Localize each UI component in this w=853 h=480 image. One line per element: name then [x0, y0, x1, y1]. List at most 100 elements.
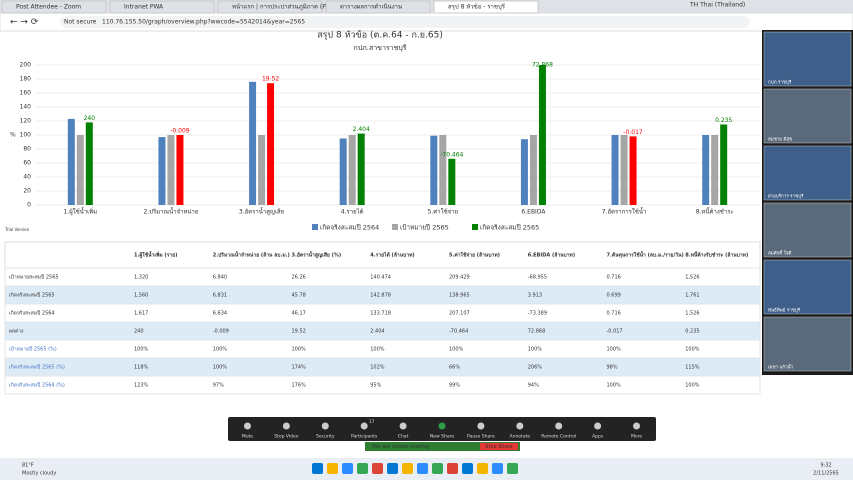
tab-title[interactable]: ตารางผลการดำเนินงาน	[340, 4, 402, 11]
table-cell: 142.878	[370, 293, 391, 299]
url-field[interactable]	[60, 16, 750, 28]
taskbar-icon[interactable]	[312, 463, 323, 474]
toolbar-label[interactable]: Chat	[398, 434, 409, 440]
tab-title[interactable]: Post Attendee - Zoom	[16, 4, 81, 11]
table-cell: ผลต่าง	[9, 329, 24, 335]
table-header: 7.ต้นทุนการใช้น้ำ (ลบ.ม./ราย/วัน)	[607, 250, 684, 259]
toolbar-icon[interactable]	[438, 422, 446, 430]
toolbar-label[interactable]: Participants	[351, 434, 378, 440]
toolbar-label[interactable]: Mute	[242, 434, 253, 440]
taskbar-icon[interactable]	[507, 463, 518, 474]
toolbar-label[interactable]: Remote Control	[541, 434, 576, 440]
language: TH Thai (Thailand)	[689, 2, 745, 9]
taskbar-icon[interactable]	[477, 463, 488, 474]
table-cell: 100%	[370, 347, 385, 353]
table-cell: เกิดจริงสะสมปี 2565 (%)	[9, 364, 65, 371]
chart-subtitle: กปภ.สาขาราชบุรี	[353, 44, 406, 52]
tab[interactable]	[433, 0, 539, 14]
taskbar-icon[interactable]	[402, 463, 413, 474]
bar-annotation: 72.868	[532, 62, 553, 69]
y-tick-label: 40	[23, 174, 31, 181]
taskbar-icon[interactable]	[387, 463, 398, 474]
x-tick-label: 5.ค่าใช้จ่าย	[428, 208, 459, 216]
table-cell: 115%	[685, 365, 700, 371]
toolbar-icon[interactable]	[399, 422, 407, 430]
taskbar-icon[interactable]	[432, 463, 443, 474]
toolbar-icon[interactable]	[477, 422, 485, 430]
y-tick-label: 140	[20, 104, 32, 111]
tab[interactable]	[325, 0, 431, 14]
bar-annotation: -0.017	[623, 129, 643, 136]
toolbar-label[interactable]: Annotate	[510, 434, 531, 440]
video-tile	[763, 202, 852, 258]
taskbar-icon[interactable]	[327, 463, 338, 474]
taskbar-icon[interactable]	[417, 463, 428, 474]
bar	[629, 136, 637, 205]
y-tick-label: 200	[20, 62, 32, 69]
bar	[67, 118, 75, 205]
share-banner	[365, 442, 520, 451]
bar-annotation: 19.52	[262, 76, 279, 83]
table-cell: 97%	[213, 383, 224, 389]
bar	[520, 139, 528, 205]
table-cell: 19.52	[292, 329, 306, 335]
nav-buttons[interactable]: ← → ⟳	[10, 18, 39, 28]
legend-swatch	[392, 224, 398, 230]
table-cell: 100%	[213, 347, 228, 353]
toolbar-icon[interactable]	[555, 422, 563, 430]
toolbar-icon[interactable]	[594, 422, 602, 430]
table-row	[4, 375, 761, 395]
table-cell: 0.235	[685, 329, 699, 335]
bar	[348, 135, 356, 205]
toolbar-label[interactable]: Security	[316, 434, 335, 440]
table-cell: 6.831	[213, 293, 227, 299]
participant-name: พันธ์ทิพย์ ราชบุรี	[768, 307, 801, 314]
tab[interactable]	[217, 0, 323, 14]
tab[interactable]	[109, 0, 215, 14]
bar-annotation: 2.404	[353, 126, 370, 133]
table-cell: 133.718	[370, 311, 391, 317]
table-header: 3.อัตราน้ำสูญเสีย (%)	[292, 250, 342, 260]
y-tick-label: 180	[20, 76, 32, 83]
table-cell: 66%	[449, 365, 460, 371]
tab-title[interactable]: หน้าแรก | การประปาส่วนภูมิภาค (Pro...	[232, 4, 337, 11]
toolbar-label[interactable]: More	[631, 434, 642, 440]
toolbar-icon[interactable]	[360, 422, 368, 430]
toolbar-icon[interactable]	[633, 422, 641, 430]
taskbar-icon[interactable]	[372, 463, 383, 474]
toolbar-label[interactable]: Pause Share	[467, 434, 495, 440]
toolbar-icon[interactable]	[516, 422, 524, 430]
table-cell: -0.017	[607, 329, 623, 335]
toolbar-label[interactable]: Apps	[592, 434, 604, 440]
taskbar-icon[interactable]	[357, 463, 368, 474]
taskbar-icon[interactable]	[462, 463, 473, 474]
bar	[76, 135, 84, 205]
toolbar-icon[interactable]	[243, 422, 251, 430]
table-cell: 100%	[528, 347, 543, 353]
bar	[357, 133, 365, 205]
taskbar-icon[interactable]	[342, 463, 353, 474]
table-cell: 3.913	[528, 293, 542, 299]
bar	[267, 83, 275, 205]
toolbar-icon[interactable]	[282, 422, 290, 430]
toolbar-label[interactable]: Stop Video	[274, 434, 299, 440]
x-tick-label: 1.ผู้ใช้น้ำเพิ่ม	[63, 206, 97, 216]
toolbar-label[interactable]: New Share	[430, 434, 454, 440]
table-cell: 1,526	[685, 311, 699, 317]
table-header: 8.หนี้ค้างรับชำระ (ล้านบาท)	[685, 250, 748, 259]
tab-title[interactable]: สรุป 8 หัวข้อ - ราชบุรี	[448, 3, 506, 11]
stop-share-button[interactable]	[480, 443, 518, 450]
tab[interactable]	[1, 0, 107, 14]
weather-desc: Mostly cloudy	[22, 471, 56, 477]
x-tick-label: 4.รายได้	[341, 208, 364, 216]
clock-time: 9:32	[820, 463, 831, 469]
tab-title[interactable]: Intranet PWA	[124, 4, 164, 11]
video-tile	[763, 316, 852, 372]
taskbar-icon[interactable]	[447, 463, 458, 474]
taskbar-icon[interactable]	[492, 463, 503, 474]
table-cell: 26.26	[292, 275, 306, 281]
bar	[339, 138, 347, 205]
toolbar-icon[interactable]	[321, 422, 329, 430]
stop-share[interactable]: Stop Share	[485, 444, 512, 450]
